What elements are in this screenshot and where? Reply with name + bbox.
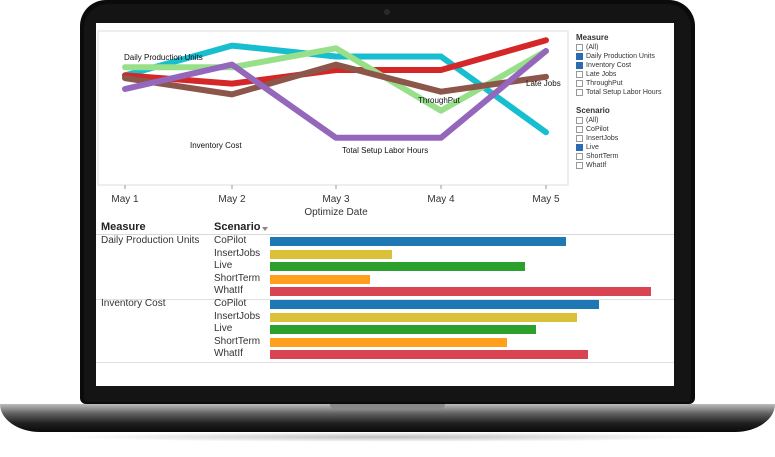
scenario-filter-title: Scenario — [576, 106, 610, 115]
bar-live[interactable] — [270, 325, 537, 335]
measure-filter-label: Late Jobs — [586, 71, 617, 78]
bar-live[interactable] — [270, 262, 526, 272]
measure-filter-label: Inventory Cost — [586, 62, 632, 69]
line-chart: May 1 May 2 May 3 May 4 May 5 Optimize Date Da… — [97, 30, 569, 218]
scenario-label: CoPilot — [214, 235, 247, 246]
scenario-label: WhatIf — [214, 348, 243, 360]
checkbox-icon[interactable] — [576, 162, 583, 169]
x-tick-label: May 3 — [322, 194, 350, 205]
checkbox-icon[interactable] — [576, 126, 583, 133]
header-divider — [96, 234, 674, 235]
scenario-filter-label: InsertJobs — [586, 135, 619, 142]
plot-area — [97, 30, 569, 186]
scenario-filter-item[interactable]: (All) — [576, 116, 674, 125]
camera-icon — [384, 9, 390, 15]
bar-shortterm[interactable] — [270, 274, 370, 284]
bar-table: Measure Scenario Daily Production Units C… — [96, 221, 674, 381]
scenario-filter-item[interactable]: WhatIf — [576, 161, 674, 170]
bar-whatif[interactable] — [270, 287, 652, 297]
measure-header[interactable]: Measure — [101, 221, 146, 233]
checkbox-icon[interactable] — [576, 117, 583, 124]
scenario-filter-label: (All) — [586, 117, 599, 124]
x-tick-label: May 4 — [427, 194, 455, 205]
bar-insertjobs[interactable] — [270, 312, 578, 322]
scenario-filter-label: WhatIf — [586, 162, 607, 169]
scenario-filter-label: ShortTerm — [586, 153, 619, 160]
series-line-total-setup-labor-hours[interactable] — [122, 48, 549, 141]
sort-icon[interactable] — [262, 227, 268, 231]
scenario-filter-item[interactable]: ShortTerm — [576, 152, 674, 161]
series-line-inventory-cost[interactable] — [122, 37, 549, 87]
checkbox-icon[interactable] — [576, 135, 583, 142]
laptop-hinge-notch — [330, 404, 445, 410]
x-tick-label: May 2 — [218, 194, 246, 205]
series-annotation: Daily Production Units — [124, 53, 203, 62]
scenario-label: InsertJobs — [214, 247, 261, 259]
x-tick-label: May 1 — [111, 194, 139, 205]
series-line-throughput[interactable] — [122, 61, 549, 98]
scenario-label: ShortTerm — [214, 272, 261, 284]
scenario-label: Live — [214, 260, 233, 272]
laptop-shadow — [60, 432, 715, 442]
checkbox-icon[interactable] — [576, 153, 583, 160]
measure-filter-item[interactable]: Late Jobs — [576, 70, 674, 79]
measure-filter-title: Measure — [576, 33, 609, 42]
scenario-label: InsertJobs — [214, 310, 261, 322]
measure-filter-item[interactable]: ThroughPut — [576, 79, 674, 88]
group-divider — [96, 299, 674, 300]
bar-shortterm[interactable] — [270, 337, 507, 347]
series-annotation: Late Jobs — [526, 79, 561, 88]
scenario-header[interactable]: Scenario — [214, 221, 261, 233]
scenario-filter-item[interactable]: InsertJobs — [576, 134, 674, 143]
series-annotation: Inventory Cost — [190, 141, 242, 150]
scenario-filter-label: Live — [586, 144, 599, 151]
checkbox-icon[interactable] — [576, 89, 583, 96]
scenario-label: CoPilot — [214, 298, 247, 309]
measure-filter-label: ThroughPut — [586, 80, 623, 87]
measure-filter-label: Daily Production Units — [586, 53, 655, 60]
x-tick-label: May 5 — [532, 194, 560, 205]
group-divider — [96, 362, 674, 363]
bar-copilot[interactable] — [270, 237, 566, 246]
checkbox-checked-icon[interactable] — [576, 144, 583, 151]
scenario-filter-item[interactable]: CoPilot — [576, 125, 674, 134]
bar-copilot[interactable] — [270, 300, 600, 309]
bar-whatif[interactable] — [270, 350, 589, 360]
measure-filter-item[interactable]: Inventory Cost — [576, 61, 674, 70]
measure-filter-item[interactable]: (All) — [576, 43, 674, 52]
scenario-filter-item[interactable]: Live — [576, 143, 674, 152]
dashboard-screen: May 1 May 2 May 3 May 4 May 5 Optimize Date Da… — [96, 23, 674, 386]
scenario-filter-label: CoPilot — [586, 126, 609, 133]
checkbox-checked-icon[interactable] — [576, 62, 583, 69]
checkbox-checked-icon[interactable] — [576, 53, 583, 60]
checkbox-icon[interactable] — [576, 80, 583, 87]
measure-label: Daily Production Units — [101, 235, 200, 246]
x-axis-label: Optimize Date — [304, 207, 368, 218]
scenario-label: WhatIf — [214, 285, 243, 297]
filter-panel: Measure (All) Daily Production Units Inven… — [576, 33, 674, 170]
measure-filter-item[interactable]: Daily Production Units — [576, 52, 674, 61]
scenario-label: Live — [214, 323, 233, 335]
measure-filter-label: Total Setup Labor Hours — [586, 89, 662, 96]
bar-insertjobs[interactable] — [270, 249, 393, 259]
measure-filter-item[interactable]: Total Setup Labor Hours — [576, 88, 674, 97]
checkbox-icon[interactable] — [576, 44, 583, 51]
series-line-late-jobs[interactable] — [122, 45, 549, 114]
checkbox-icon[interactable] — [576, 71, 583, 78]
measure-label: Inventory Cost — [101, 298, 166, 309]
measure-filter-label: (All) — [586, 44, 599, 51]
series-line-daily-production-units[interactable] — [122, 42, 549, 136]
series-annotation: Total Setup Labor Hours — [342, 146, 428, 155]
series-annotation: ThroughPut — [418, 96, 461, 105]
scenario-label: ShortTerm — [214, 335, 261, 347]
